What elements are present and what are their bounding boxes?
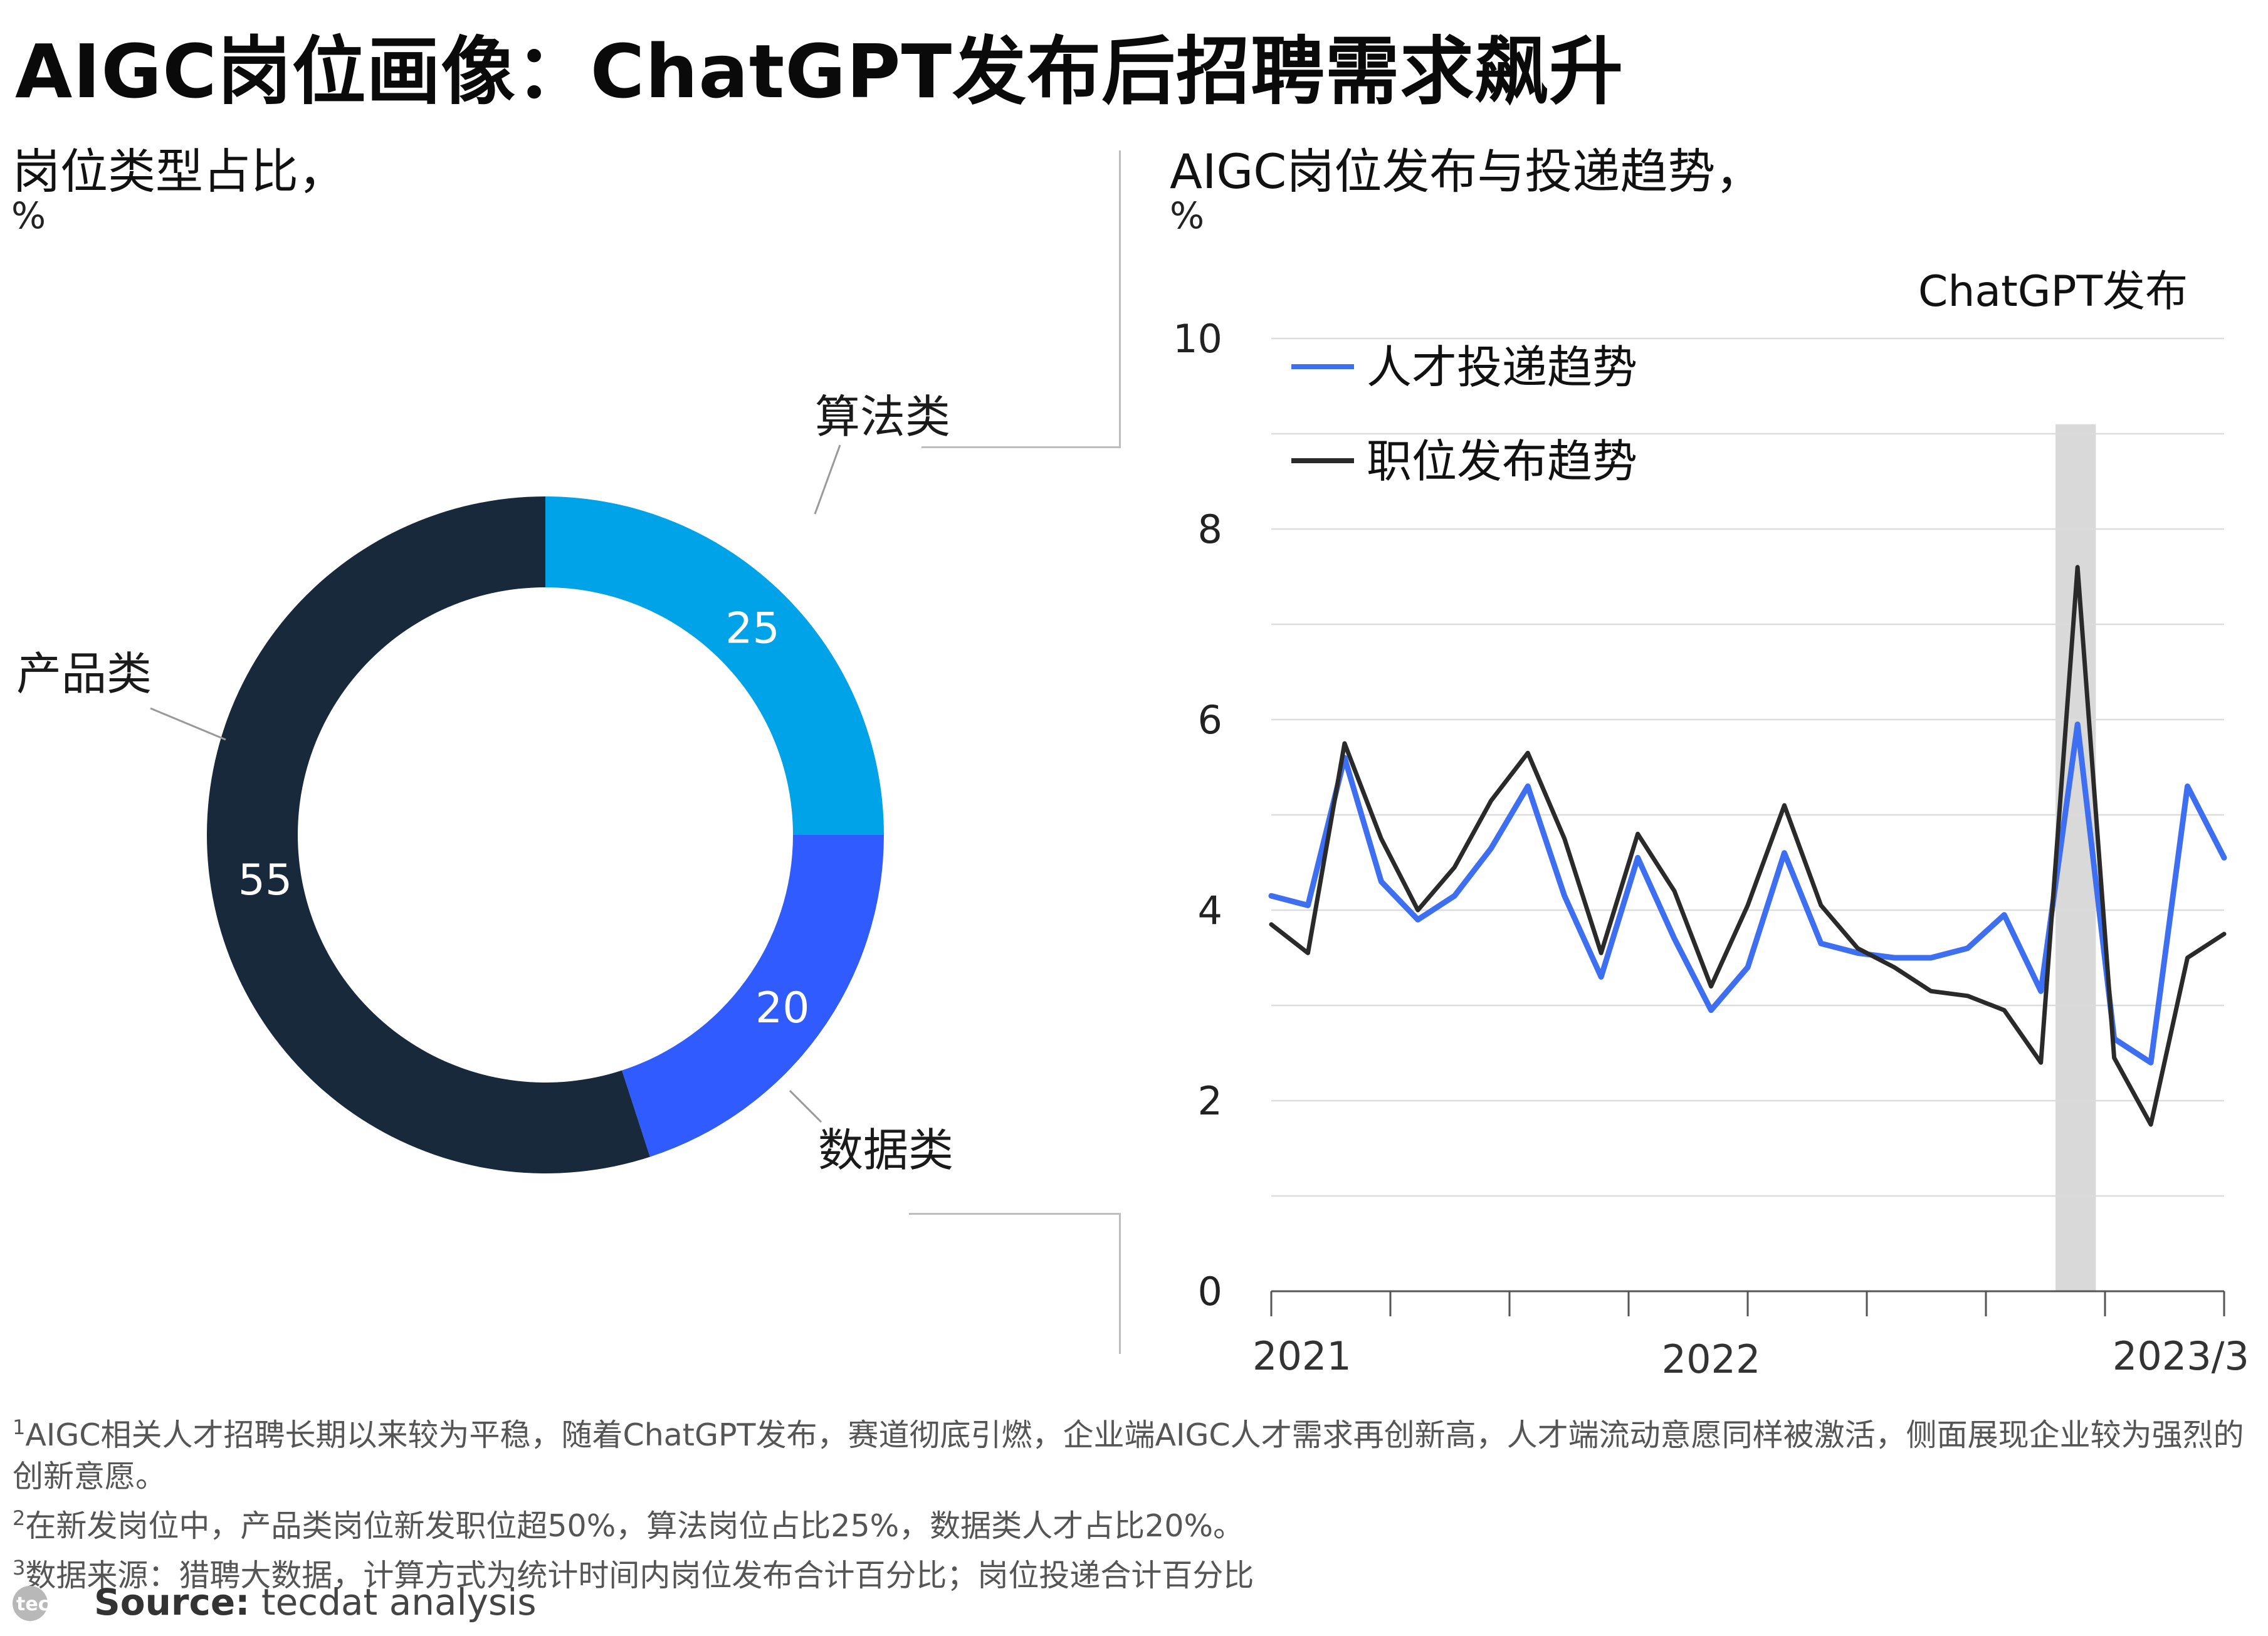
main-title: AIGC岗位画像：ChatGPT发布后招聘需求飙升	[15, 28, 1624, 115]
donut-value-数据类: 20	[755, 983, 810, 1033]
source-line: Source: tecdat analysis	[94, 1581, 537, 1623]
y-tick-0: 0	[1198, 1269, 1222, 1314]
donut-label-算法类: 算法类	[815, 391, 950, 443]
logo-text: tecdat	[16, 1593, 80, 1615]
donut-leader-算法类	[814, 444, 841, 515]
footnote-2: 2在新发岗位中，产品类岗位新发职位超50%，算法岗位占比25%，数据类人才占比2…	[13, 1497, 2257, 1547]
panel-divider-top-tick	[921, 446, 1121, 448]
y-tick-6: 6	[1198, 697, 1222, 743]
donut-label-数据类: 数据类	[818, 1124, 953, 1177]
source-label: Source:	[94, 1581, 250, 1623]
panel-divider-bottom	[1119, 1213, 1121, 1354]
donut-leader-数据类	[789, 1089, 822, 1123]
donut-panel-unit: %	[11, 194, 46, 237]
legend-label-职位发布趋势: 职位发布趋势	[1367, 435, 1637, 488]
legend-label-人才投递趋势: 人才投递趋势	[1367, 341, 1637, 394]
line-chart: ChatGPT发布 0 2 4 6 8 10 2021 2022 2023/3 人才投递趋势职位发布…	[1173, 267, 2249, 1382]
footnote-2-text: 在新发岗位中，产品类岗位新发职位超50%，算法岗位占比25%，数据类人才占比20…	[25, 1508, 1244, 1544]
series-line-人才投递趋势	[1268, 721, 2227, 1066]
footnote-3: 3数据来源：猎聘大数据，计算方式为统计时间内岗位发布合计百分比；岗位投递合计百分…	[13, 1547, 2257, 1597]
donut-slice-数据类	[622, 835, 884, 1157]
source-text: tecdat analysis	[261, 1581, 537, 1623]
footnote-3-number: 3	[13, 1556, 26, 1580]
footnote-1: 1AIGC相关人才招聘长期以来较为平稳，随着ChatGPT发布，赛道彻底引燃，企…	[13, 1407, 2257, 1497]
y-tick-2: 2	[1198, 1078, 1222, 1124]
footnote-1-number: 1	[13, 1415, 26, 1439]
tecdat-logo: tecdat	[13, 1586, 80, 1621]
y-tick-4: 4	[1198, 888, 1222, 933]
donut-value-算法类: 25	[725, 604, 780, 653]
footnote-2-number: 2	[13, 1506, 26, 1530]
donut-chart: 25 算法类 20 数据类 55 产品类	[16, 391, 953, 1177]
donut-value-产品类: 55	[238, 856, 293, 905]
line-panel-title: AIGC岗位发布与投递趋势，	[1170, 144, 1763, 199]
series-line-职位发布趋势	[1269, 565, 2227, 1127]
x-tick-label-2023/3: 2023/3	[2113, 1333, 2249, 1379]
chatgpt-annotation: ChatGPT发布	[1918, 267, 2188, 317]
donut-panel-title: 岗位类型占比，	[13, 144, 346, 199]
line-panel-unit: %	[1170, 194, 1205, 237]
footnote-1-text: AIGC相关人才招聘长期以来较为平稳，随着ChatGPT发布，赛道彻底引燃，企业…	[13, 1417, 2244, 1494]
panel-divider-bottom-tick	[909, 1213, 1121, 1215]
footnotes: 1AIGC相关人才招聘长期以来较为平稳，随着ChatGPT发布，赛道彻底引燃，企…	[13, 1407, 2257, 1597]
donut-leader-产品类	[150, 707, 226, 741]
donut-label-产品类: 产品类	[16, 648, 152, 700]
panel-divider-top	[1119, 150, 1121, 448]
y-tick-8: 8	[1198, 506, 1222, 552]
x-tick-label-2022: 2022	[1662, 1336, 1761, 1382]
footnote-3-text: 数据来源：猎聘大数据，计算方式为统计时间内岗位发布合计百分比；岗位投递合计百分比	[25, 1558, 1254, 1593]
donut-slice-算法类	[545, 496, 884, 835]
x-tick-label-2021: 2021	[1252, 1333, 1352, 1379]
y-tick-10: 10	[1173, 316, 1222, 362]
donut-slice-产品类	[207, 496, 650, 1173]
